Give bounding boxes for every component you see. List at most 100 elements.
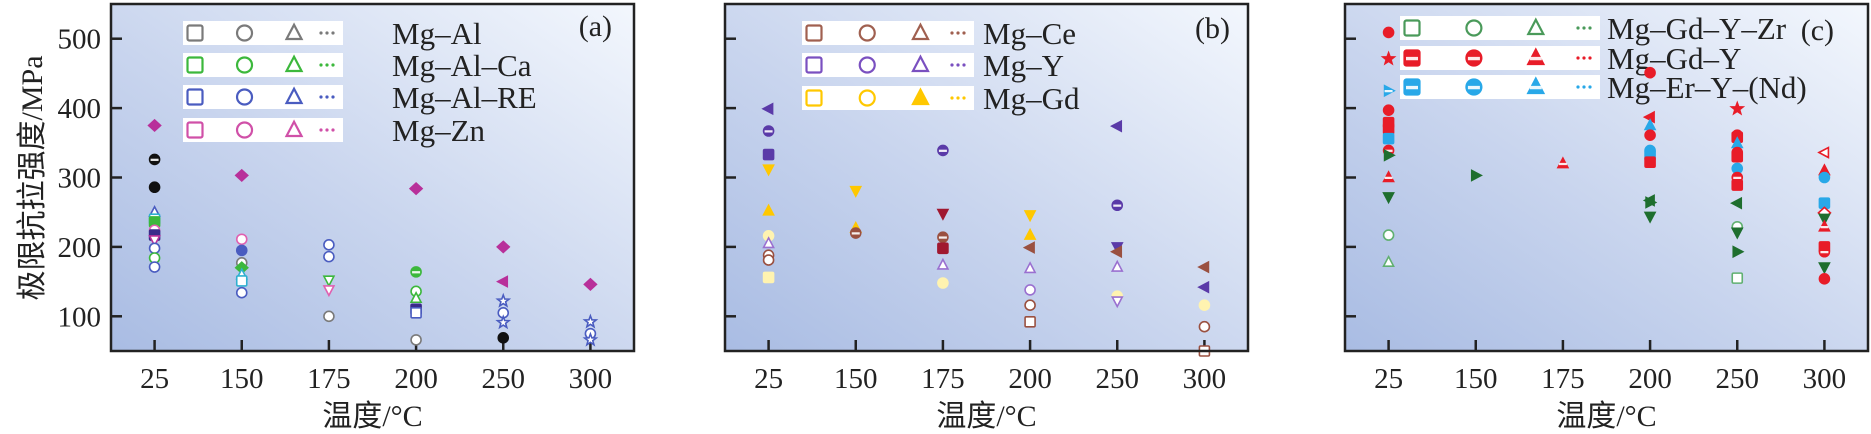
legend-square-icon bbox=[805, 24, 823, 42]
data-point bbox=[1644, 156, 1656, 169]
legend-entry: Mg–Er–Y–(Nd) bbox=[1400, 70, 1807, 105]
data-point bbox=[1731, 272, 1744, 284]
data-point bbox=[582, 313, 599, 329]
x-tick-label: 150 bbox=[1454, 363, 1498, 395]
legend-circle-icon bbox=[235, 56, 254, 74]
data-point bbox=[235, 286, 248, 299]
data-point bbox=[322, 285, 336, 298]
legend-tri-up-icon bbox=[1526, 17, 1546, 36]
data-point bbox=[937, 277, 949, 289]
data-point bbox=[762, 148, 775, 161]
legend-square-icon-highlight bbox=[1406, 56, 1418, 61]
x-tick-label: 150 bbox=[220, 363, 264, 395]
legend-label: Mg–Gd–Y bbox=[1607, 41, 1741, 76]
legend-label: Mg–Al–Ca bbox=[392, 48, 532, 83]
legend-line-dot bbox=[325, 63, 329, 67]
legend-line-dot bbox=[331, 63, 335, 67]
data-point bbox=[148, 261, 161, 273]
legend-label: Mg–Y bbox=[983, 48, 1064, 83]
legend-entry: Mg–Gd–Y–Zr bbox=[1400, 11, 1787, 46]
data-point-highlight bbox=[851, 232, 860, 235]
legend-square-icon bbox=[805, 56, 823, 74]
data-point bbox=[1198, 320, 1211, 333]
legend-square-icon bbox=[186, 24, 204, 42]
legend-line-dot bbox=[962, 31, 966, 35]
data-point bbox=[1382, 26, 1395, 39]
data-point bbox=[235, 233, 248, 246]
data-point-highlight bbox=[1820, 226, 1829, 229]
legend-label: Mg–Al–RE bbox=[392, 80, 537, 115]
data-point bbox=[1818, 273, 1831, 285]
data-point bbox=[1023, 261, 1037, 274]
data-point bbox=[1110, 119, 1123, 133]
data-point bbox=[1729, 100, 1746, 116]
legend-swatch-background bbox=[183, 21, 343, 45]
data-point bbox=[1380, 50, 1397, 66]
data-point bbox=[582, 331, 599, 347]
legend-line-dot bbox=[325, 31, 329, 35]
y-tick-label: 100 bbox=[58, 301, 102, 333]
data-point-highlight bbox=[938, 149, 947, 152]
panel-tag: (a) bbox=[579, 10, 612, 43]
legend-circle-icon bbox=[235, 121, 254, 139]
data-point bbox=[1023, 227, 1037, 240]
x-tick-label: 250 bbox=[1096, 363, 1140, 395]
legend-line-dot bbox=[1582, 85, 1586, 89]
legend-tri-up-icon-highlight bbox=[1529, 56, 1542, 61]
legend-square-icon bbox=[1403, 19, 1421, 37]
data-point bbox=[1022, 241, 1035, 254]
data-point bbox=[234, 168, 249, 183]
x-tick-label: 200 bbox=[1008, 363, 1052, 395]
legend-line-dot bbox=[319, 95, 323, 99]
x-tick-label: 250 bbox=[482, 363, 526, 395]
data-point bbox=[322, 275, 336, 288]
data-point bbox=[495, 292, 512, 308]
legend-line-dot bbox=[1576, 85, 1580, 89]
data-point bbox=[1197, 260, 1210, 274]
data-point bbox=[849, 185, 863, 198]
legend-swatch-background bbox=[1400, 46, 1600, 70]
data-point bbox=[323, 310, 335, 323]
legend-entry: Mg–Al–RE bbox=[183, 80, 537, 115]
legend-line-dot bbox=[331, 128, 335, 132]
legend-line-dot bbox=[325, 95, 329, 99]
legend-square-icon bbox=[186, 121, 204, 139]
data-point bbox=[936, 257, 950, 270]
data-point bbox=[762, 254, 775, 266]
data-point bbox=[762, 236, 775, 249]
data-point bbox=[761, 102, 774, 116]
data-point bbox=[1817, 146, 1830, 159]
legend-line-dot bbox=[956, 31, 960, 35]
legend-circle-icon bbox=[1465, 19, 1483, 37]
x-tick-label: 150 bbox=[834, 363, 878, 395]
legend-swatch-background bbox=[802, 86, 974, 110]
x-tick-label: 25 bbox=[140, 363, 169, 395]
data-point-highlight bbox=[1558, 162, 1567, 166]
legend-swatch-background bbox=[183, 85, 343, 109]
legend-line-dot bbox=[962, 63, 966, 67]
data-point bbox=[1732, 245, 1745, 259]
legend-line-dot bbox=[956, 96, 960, 100]
legend-circle-icon bbox=[858, 24, 876, 42]
data-point bbox=[1382, 104, 1395, 116]
data-point bbox=[1110, 259, 1124, 272]
legend-line-dot bbox=[1582, 26, 1586, 30]
legend-square-icon bbox=[805, 89, 823, 107]
data-point-highlight bbox=[150, 158, 159, 161]
legend-line-dot bbox=[1582, 56, 1586, 60]
data-point bbox=[1645, 196, 1658, 209]
x-axis-title: 温度/°C bbox=[322, 400, 422, 433]
legend-line-dot bbox=[319, 31, 323, 35]
data-point bbox=[1818, 262, 1831, 275]
legend-square-icon bbox=[186, 56, 204, 74]
data-point bbox=[147, 118, 162, 133]
data-point bbox=[937, 242, 949, 255]
x-axis-title: 温度/°C bbox=[1556, 400, 1656, 433]
data-point bbox=[235, 244, 248, 257]
legend-swatch-background bbox=[183, 53, 343, 77]
data-point bbox=[235, 275, 248, 287]
x-tick-label: 300 bbox=[1183, 363, 1227, 395]
data-point bbox=[1730, 227, 1744, 240]
x-tick-label: 25 bbox=[754, 363, 783, 395]
